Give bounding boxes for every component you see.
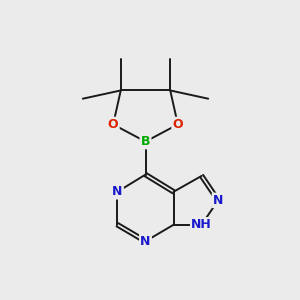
Text: B: B: [141, 135, 150, 148]
Text: N: N: [213, 194, 223, 207]
Text: O: O: [108, 118, 118, 131]
Text: NH: NH: [191, 218, 212, 231]
Text: O: O: [172, 118, 183, 131]
Text: N: N: [112, 185, 123, 198]
Text: N: N: [140, 235, 151, 248]
